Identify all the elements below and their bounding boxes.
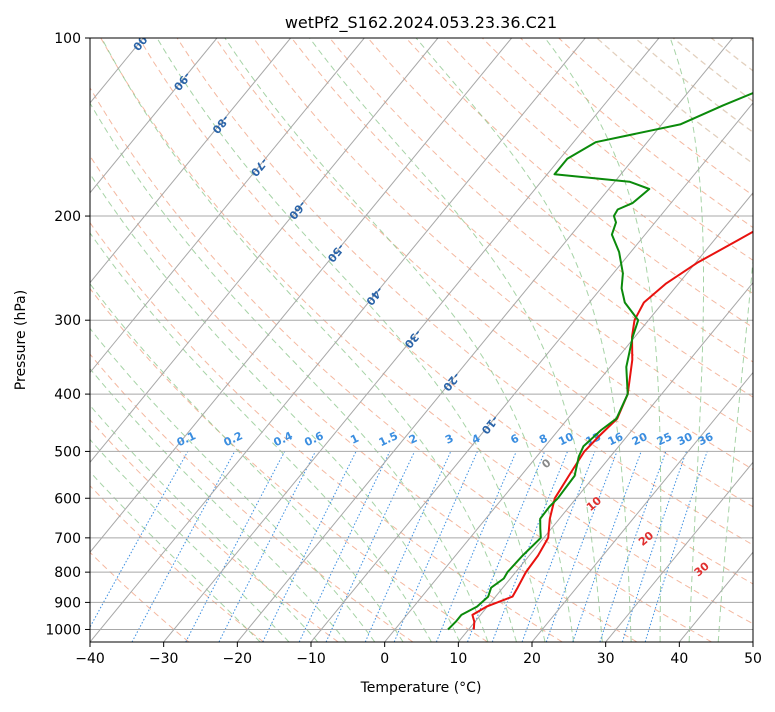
y-tick-label: 500 [54, 444, 81, 460]
isotherm-gridline [0, 38, 70, 642]
y-axis-ticks: 100 200 300 400 500 600 700 800 900 1000 [45, 31, 90, 638]
y-tick-label: 900 [54, 595, 81, 611]
x-axis-label: Temperature (°C) [360, 680, 482, 696]
y-tick-label: 400 [54, 387, 81, 403]
y-tick-label: 100 [54, 31, 81, 47]
x-tick-label: −40 [75, 651, 105, 667]
x-tick-label: 10 [449, 651, 467, 667]
y-axis-label: Pressure (hPa) [13, 290, 29, 390]
y-tick-label: 200 [54, 209, 81, 225]
x-tick-label: 40 [670, 651, 688, 667]
y-tick-label: 800 [54, 565, 81, 581]
y-tick-label: 600 [54, 491, 81, 507]
chart-title: wetPf2_S162.2024.053.23.36.C21 [285, 13, 557, 33]
x-tick-label: −20 [223, 651, 253, 667]
x-tick-label: 20 [523, 651, 541, 667]
x-tick-label: 0 [380, 651, 389, 667]
y-tick-label: 1000 [45, 622, 81, 638]
y-tick-label: 700 [54, 531, 81, 547]
x-tick-label: 50 [744, 651, 762, 667]
isotherm-gridline [753, 38, 775, 642]
x-tick-label: 30 [597, 651, 615, 667]
x-axis-ticks: −40 −30 −20 −10 0 10 20 30 40 50 [75, 642, 762, 667]
y-tick-label: 300 [54, 313, 81, 329]
x-tick-label: −30 [149, 651, 179, 667]
x-tick-label: −10 [296, 651, 326, 667]
